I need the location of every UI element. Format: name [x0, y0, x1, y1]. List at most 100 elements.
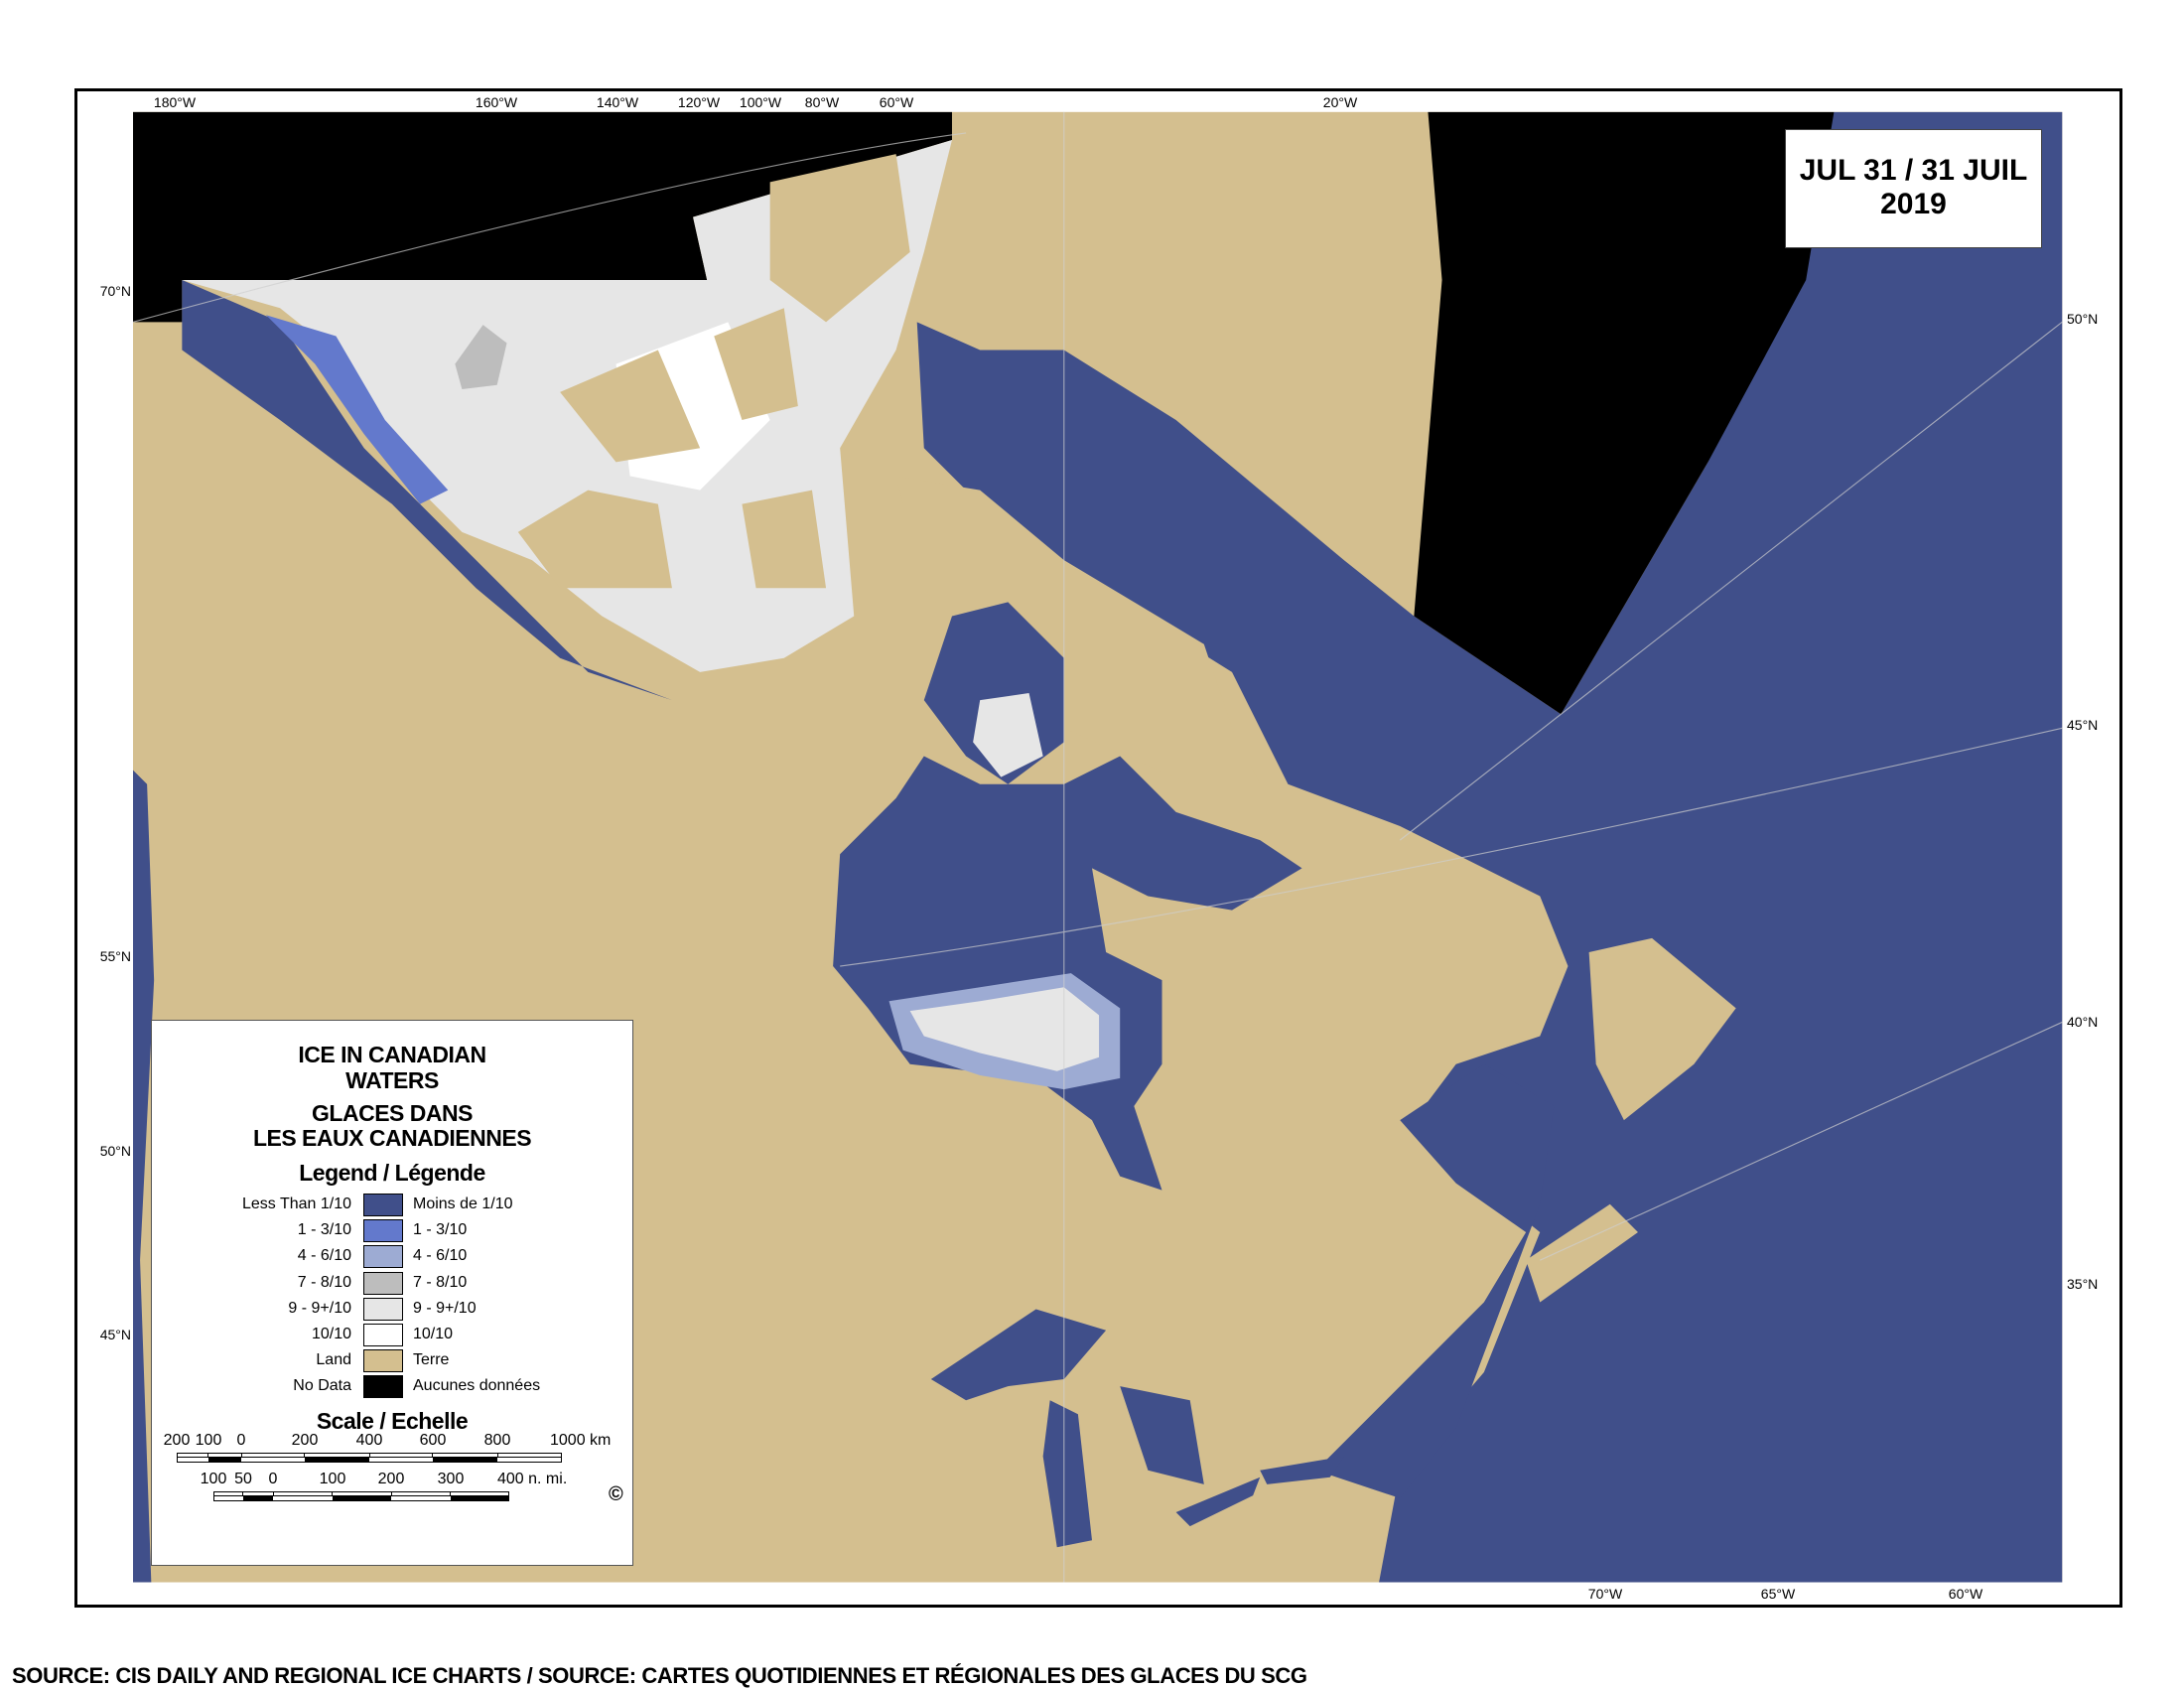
scale-label: 100	[200, 1471, 227, 1487]
scale-label: 800	[483, 1432, 511, 1449]
hudson-bay	[833, 756, 1302, 1191]
scale-label: 200	[291, 1432, 319, 1449]
legend-row: 10/10 10/10	[152, 1324, 632, 1347]
scale-label: 0	[268, 1471, 278, 1487]
scale-segment	[305, 1457, 369, 1462]
scale-segment	[243, 1495, 273, 1500]
island	[714, 308, 798, 421]
scale-label: 400	[355, 1432, 383, 1449]
lat-label: 35°N	[2067, 1276, 2099, 1292]
legend-swatch	[363, 1245, 403, 1269]
scale-heading: Scale / Echelle	[316, 1408, 469, 1434]
legend-label-fr: Aucunes données	[413, 1377, 541, 1395]
lat-label: 55°N	[99, 948, 131, 964]
no-data-greenland	[1414, 111, 1835, 715]
lat-label: 50°N	[99, 1143, 131, 1159]
legend-label-en: 7 - 8/10	[297, 1273, 351, 1291]
lat-label: 45°N	[2067, 717, 2099, 733]
legend-row: No Data Aucunes données	[152, 1375, 632, 1399]
scale-segment	[208, 1457, 241, 1462]
scale-label: 600	[419, 1432, 447, 1449]
atlantic-ocean	[916, 111, 2063, 1583]
legend-swatch	[363, 1324, 403, 1346]
legend-swatch	[363, 1297, 403, 1321]
lake-huron	[1120, 1386, 1204, 1484]
date-box: JUL 31 / 31 JUIL 2019	[1785, 129, 2042, 248]
legend-label-en: 10/10	[311, 1326, 351, 1342]
legend-title-fr: LES EAUX CANADIENNES	[252, 1125, 532, 1151]
lake-erie	[1175, 1477, 1261, 1527]
legend-row: 4 - 6/10 4 - 6/10	[152, 1245, 632, 1269]
legend-title-en: WATERS	[345, 1067, 439, 1093]
legend-label-en: 9 - 9+/10	[288, 1299, 351, 1317]
map-frame	[74, 88, 2122, 1608]
ellesmere-island	[769, 154, 910, 323]
island	[560, 350, 701, 463]
scale-label: 1000 km	[550, 1432, 612, 1449]
legend-swatch	[363, 1219, 403, 1243]
pacific-coast-water	[133, 770, 155, 1583]
lat-label: 45°N	[99, 1327, 131, 1342]
legend-label-en: No Data	[293, 1377, 351, 1395]
lat-label: 70°N	[99, 283, 131, 299]
lon-label: 20°W	[1322, 94, 1358, 110]
lon-label: 120°W	[677, 94, 721, 110]
scale-label: 50	[234, 1471, 252, 1487]
copyright-icon: ©	[609, 1483, 623, 1505]
legend-title-fr: GLACES DANS	[312, 1100, 473, 1126]
source-caption: SOURCE: CIS DAILY AND REGIONAL ICE CHART…	[12, 1663, 1307, 1688]
legend-swatch	[363, 1194, 403, 1216]
beaufort-ice-1-3	[265, 315, 449, 504]
lake-ontario	[1260, 1456, 1344, 1484]
scale-label: 0	[236, 1432, 246, 1449]
legend-row: Land Terre	[152, 1349, 632, 1373]
lon-label: 65°W	[1760, 1586, 1796, 1602]
gulf-st-lawrence	[1315, 1063, 1555, 1498]
lon-label: 70°W	[1587, 1586, 1623, 1602]
arctic-ice-7-8	[455, 325, 507, 390]
legend-label-fr: Moins de 1/10	[413, 1196, 513, 1212]
scale-segment	[333, 1495, 391, 1500]
lon-label: 100°W	[739, 94, 782, 110]
legend-label-fr: 7 - 8/10	[413, 1273, 468, 1291]
legend-row: 7 - 8/10 7 - 8/10	[152, 1271, 632, 1296]
year-text: 2019	[1880, 188, 1947, 220]
legend-box: ICE IN CANADIAN WATERS GLACES DANS LES E…	[151, 1020, 633, 1566]
legend-title-en: ICE IN CANADIAN	[298, 1042, 486, 1067]
lon-label: 160°W	[475, 94, 518, 110]
date-text: JUL 31 / 31 JUIL	[1799, 154, 2028, 187]
island	[742, 490, 827, 589]
legend-row: Less Than 1/10 Moins de 1/10	[152, 1194, 632, 1217]
legend-row: 9 - 9+/10 9 - 9+/10	[152, 1297, 632, 1322]
foxe-basin-ice	[973, 693, 1043, 777]
legend-label-fr: 9 - 9+/10	[413, 1299, 477, 1317]
legend-swatch	[363, 1375, 403, 1399]
legend-label-fr: 10/10	[413, 1326, 454, 1342]
scale-label: 100	[319, 1471, 346, 1487]
legend-label-en: Less Than 1/10	[241, 1196, 351, 1212]
legend-label-fr: 1 - 3/10	[413, 1221, 468, 1239]
scale-label: 200	[377, 1471, 405, 1487]
scale-segment	[433, 1457, 497, 1462]
legend-row: 1 - 3/10 1 - 3/10	[152, 1219, 632, 1243]
lat-label: 40°N	[2067, 1014, 2099, 1030]
lon-label: 60°W	[879, 94, 914, 110]
scale-label: 400 n. mi.	[497, 1471, 568, 1487]
scale-label: 100	[195, 1432, 222, 1449]
legend-label-en: 4 - 6/10	[297, 1247, 351, 1265]
lon-label: 180°W	[153, 94, 197, 110]
scale-label: 200	[163, 1432, 191, 1449]
legend-label-en: 1 - 3/10	[297, 1221, 351, 1239]
newfoundland	[1588, 937, 1736, 1121]
legend-heading: Legend / Légende	[299, 1160, 485, 1186]
legend-label-fr: 4 - 6/10	[413, 1247, 468, 1265]
lat-label: 50°N	[2067, 311, 2099, 327]
legend-label-fr: Terre	[413, 1351, 450, 1369]
beaufort-water	[182, 280, 672, 701]
lon-label: 80°W	[804, 94, 840, 110]
graticule	[132, 111, 2063, 1583]
lake-michigan	[1042, 1400, 1092, 1548]
hudson-bay-ice-9-10	[909, 987, 1100, 1071]
